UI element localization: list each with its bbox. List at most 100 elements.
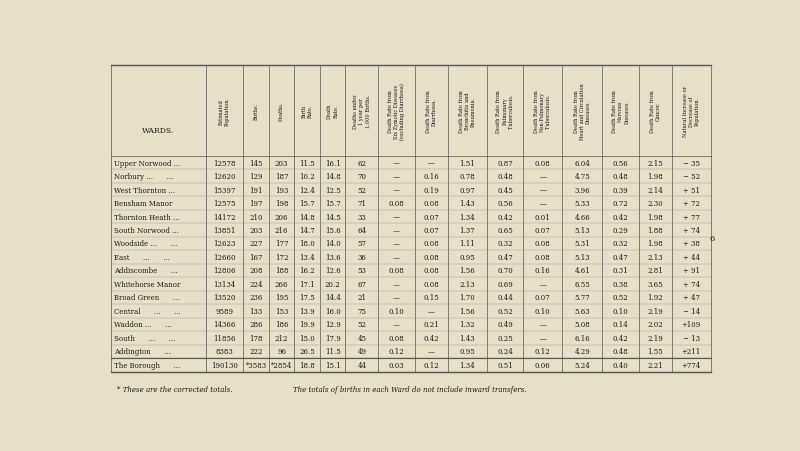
- Text: 14.5: 14.5: [325, 213, 341, 221]
- Text: 2.81: 2.81: [647, 267, 663, 275]
- Text: 14366: 14366: [213, 321, 235, 329]
- Text: 178: 178: [250, 334, 262, 342]
- Text: 1.98: 1.98: [647, 173, 663, 180]
- Text: Death
Rate.: Death Rate.: [327, 104, 338, 119]
- Text: 0.65: 0.65: [497, 226, 513, 235]
- Text: 16.0: 16.0: [325, 307, 341, 315]
- Text: Birth
Rate.: Birth Rate.: [302, 105, 313, 118]
- Text: 62: 62: [358, 159, 366, 167]
- Text: Natural Increase or
Decrease of
Population.: Natural Increase or Decrease of Populati…: [682, 86, 700, 137]
- Text: 13134: 13134: [214, 281, 235, 288]
- Text: Whitehorse Manor: Whitehorse Manor: [114, 281, 180, 288]
- Text: − 52: − 52: [682, 173, 700, 180]
- Text: 0.07: 0.07: [423, 226, 439, 235]
- Text: —: —: [393, 159, 400, 167]
- Text: 11.5: 11.5: [325, 348, 341, 356]
- Text: Estimated
Population.: Estimated Population.: [218, 97, 230, 126]
- Text: 70: 70: [358, 173, 366, 180]
- Text: 21: 21: [358, 294, 366, 302]
- Text: 0.38: 0.38: [613, 281, 629, 288]
- Text: 15397: 15397: [213, 186, 235, 194]
- Text: 191: 191: [250, 186, 262, 194]
- Text: East      ...      ...: East ... ...: [114, 253, 170, 262]
- Text: 186: 186: [275, 321, 288, 329]
- Text: 2.13: 2.13: [459, 281, 475, 288]
- Text: Death Rate from
Cancer.: Death Rate from Cancer.: [650, 90, 661, 133]
- Text: 8383: 8383: [215, 348, 234, 356]
- Text: + 74: + 74: [682, 281, 700, 288]
- Text: 197: 197: [250, 199, 262, 207]
- Text: 10.2: 10.2: [299, 173, 315, 180]
- Text: 4.61: 4.61: [574, 267, 590, 275]
- Text: 1.37: 1.37: [459, 226, 475, 235]
- Text: 0.08: 0.08: [423, 240, 439, 248]
- Text: 208: 208: [250, 267, 262, 275]
- Text: + 47: + 47: [682, 294, 700, 302]
- Text: 0.42: 0.42: [423, 334, 439, 342]
- Text: Addington      ...: Addington ...: [114, 348, 170, 356]
- Text: 18.0: 18.0: [299, 240, 315, 248]
- Text: 0.12: 0.12: [423, 361, 439, 369]
- Text: 0.07: 0.07: [535, 294, 550, 302]
- Text: Death Rate from
Bronchitis and
Pneumonia.: Death Rate from Bronchitis and Pneumonia…: [458, 90, 476, 133]
- Text: 67: 67: [358, 281, 366, 288]
- Text: 36: 36: [358, 253, 366, 262]
- Text: 203: 203: [250, 226, 262, 235]
- Text: 0.12: 0.12: [535, 348, 550, 356]
- Text: 2.14: 2.14: [647, 186, 663, 194]
- Text: —: —: [539, 321, 546, 329]
- Text: 0.08: 0.08: [535, 159, 550, 167]
- Text: 14.0: 14.0: [325, 240, 341, 248]
- Text: 0.08: 0.08: [423, 199, 439, 207]
- Text: —: —: [539, 281, 546, 288]
- Text: +211: +211: [682, 348, 701, 356]
- Text: —: —: [393, 240, 400, 248]
- Text: —: —: [393, 253, 400, 262]
- Text: 16.1: 16.1: [325, 159, 341, 167]
- Text: 6.16: 6.16: [574, 334, 590, 342]
- Text: 0.42: 0.42: [613, 334, 629, 342]
- Text: South      ...      ...: South ... ...: [114, 334, 175, 342]
- Text: 0.78: 0.78: [459, 173, 475, 180]
- Text: 0.48: 0.48: [497, 173, 513, 180]
- Text: 216: 216: [275, 226, 288, 235]
- Text: 13.4: 13.4: [299, 253, 315, 262]
- Text: + 74: + 74: [682, 226, 700, 235]
- Text: —: —: [428, 348, 435, 356]
- Text: 0.72: 0.72: [613, 199, 629, 207]
- Text: 2.19: 2.19: [647, 307, 663, 315]
- Text: 1.56: 1.56: [459, 307, 475, 315]
- Text: 9589: 9589: [215, 307, 234, 315]
- Text: *2854: *2854: [271, 361, 292, 369]
- Text: 1.88: 1.88: [647, 226, 663, 235]
- Text: 266: 266: [275, 281, 288, 288]
- Text: 0.08: 0.08: [423, 253, 439, 262]
- Text: 14.8: 14.8: [325, 173, 341, 180]
- Text: 0.47: 0.47: [497, 253, 513, 262]
- Text: 0.08: 0.08: [535, 240, 550, 248]
- Text: WARDS.: WARDS.: [142, 127, 174, 135]
- Text: —: —: [393, 186, 400, 194]
- Text: 45: 45: [358, 334, 366, 342]
- Text: 6: 6: [710, 234, 715, 242]
- Text: Births.: Births.: [254, 103, 258, 120]
- Text: 6.55: 6.55: [574, 281, 590, 288]
- Text: 167: 167: [250, 253, 262, 262]
- Text: 0.52: 0.52: [497, 307, 513, 315]
- Text: *3583: *3583: [246, 361, 266, 369]
- Text: 6.04: 6.04: [574, 159, 590, 167]
- Text: 15.7: 15.7: [299, 199, 315, 207]
- Text: —: —: [428, 159, 435, 167]
- Text: 0.08: 0.08: [423, 281, 439, 288]
- Text: 2.21: 2.21: [647, 361, 663, 369]
- Text: 0.87: 0.87: [497, 159, 513, 167]
- Text: 14.7: 14.7: [299, 226, 315, 235]
- Text: —: —: [539, 186, 546, 194]
- Text: 96: 96: [277, 348, 286, 356]
- Text: 0.56: 0.56: [497, 199, 513, 207]
- Text: +774: +774: [682, 361, 701, 369]
- Text: 206: 206: [275, 213, 288, 221]
- Text: 0.52: 0.52: [613, 294, 629, 302]
- Text: —: —: [539, 334, 546, 342]
- Text: 53: 53: [358, 267, 366, 275]
